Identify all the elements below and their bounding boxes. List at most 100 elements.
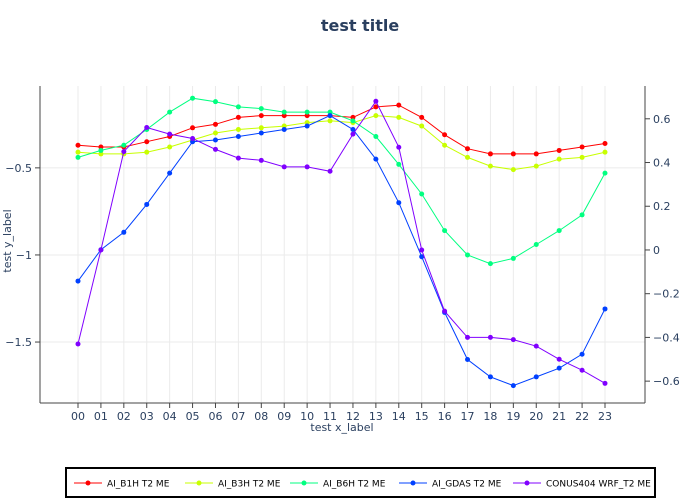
right-tick-label: 0.6 [653, 113, 671, 126]
right-tick-label: −0.4 [653, 331, 680, 344]
data-point [167, 170, 173, 176]
legend: AI_B1H T2 ME AI_B3H T2 ME AI_B6H T2 ME AI_G… [65, 467, 656, 498]
data-point [121, 149, 127, 155]
data-point [98, 247, 104, 253]
data-point [304, 120, 310, 126]
data-point [487, 163, 493, 169]
data-point [235, 127, 241, 133]
data-point [281, 123, 287, 129]
data-point [533, 151, 539, 157]
x-tick-label: 20 [529, 410, 543, 423]
data-point [442, 142, 448, 148]
chart-title: test title [321, 16, 400, 35]
series-3 [75, 113, 608, 389]
data-point [556, 356, 562, 362]
data-point [190, 135, 196, 141]
legend-marker [85, 480, 91, 486]
data-point [258, 113, 264, 119]
grid-lines [40, 86, 645, 403]
data-point [510, 337, 516, 343]
x-tick-label: 06 [208, 410, 222, 423]
legend-label: AI_B3H T2 ME [218, 480, 281, 490]
data-point [487, 374, 493, 380]
data-point [75, 278, 81, 284]
legend-label: AI_GDAS T2 ME [432, 480, 502, 490]
data-point [212, 130, 218, 136]
data-point [556, 228, 562, 234]
legend-marker [301, 480, 307, 486]
data-point [327, 109, 333, 115]
right-tick-label: 0 [653, 244, 660, 257]
data-point [396, 102, 402, 108]
data-point [602, 306, 608, 312]
data-point [281, 164, 287, 170]
data-point [167, 131, 173, 137]
data-point [510, 255, 516, 261]
left-tick-label: −1.5 [5, 336, 32, 349]
data-point [465, 146, 471, 152]
series-line [77, 104, 606, 155]
data-point [602, 170, 608, 176]
x-tick-label: 22 [575, 410, 589, 423]
data-point [419, 123, 425, 129]
data-point [465, 154, 471, 160]
legend-label: CONUS404 WRF_T2 ME [546, 480, 651, 490]
data-point [304, 113, 310, 119]
x-tick-label: 23 [598, 410, 612, 423]
data-point [533, 242, 539, 247]
data-point [510, 383, 516, 389]
data-point [281, 113, 287, 119]
data-point [121, 229, 127, 235]
series-4 [75, 98, 608, 386]
axes [35, 86, 650, 408]
data-point [258, 157, 264, 163]
data-point [98, 151, 104, 157]
data-point [167, 144, 173, 150]
data-point [144, 149, 150, 155]
right-tick-label: 0.4 [653, 157, 671, 170]
data-point [373, 98, 379, 104]
x-tick-label: 09 [277, 410, 291, 423]
data-point [556, 156, 562, 162]
data-point [602, 380, 608, 386]
data-point [258, 125, 264, 131]
data-point [396, 161, 402, 167]
data-point [442, 308, 448, 314]
data-point [602, 149, 608, 155]
series-line [77, 115, 606, 171]
data-point [167, 109, 173, 115]
data-point [75, 149, 81, 155]
data-point [144, 201, 150, 207]
series-2 [75, 95, 608, 267]
data-point [510, 167, 516, 173]
data-point [373, 104, 379, 110]
data-point [602, 140, 608, 146]
data-point [281, 109, 287, 115]
series-group [75, 95, 608, 389]
data-point [579, 212, 585, 218]
data-point [579, 144, 585, 150]
series-1 [75, 113, 608, 173]
x-tick-label: 00 [71, 410, 85, 423]
x-tick-label: 18 [483, 410, 497, 423]
data-point [396, 144, 402, 150]
data-point [98, 147, 104, 153]
x-tick-label: 07 [231, 410, 245, 423]
data-point [75, 142, 81, 148]
data-point [533, 163, 539, 169]
data-point [75, 341, 81, 347]
x-tick-label: 02 [117, 410, 131, 423]
legend-item: CONUS404 WRF_T2 ME [513, 480, 651, 490]
right-tick-label: −0.6 [653, 375, 680, 388]
data-point [121, 142, 127, 148]
legend-item: AI_B6H T2 ME [290, 480, 386, 490]
data-point [556, 147, 562, 153]
data-point [235, 104, 241, 110]
data-point [350, 118, 356, 124]
data-point [487, 334, 493, 340]
data-point [533, 374, 539, 380]
x-tick-label: 05 [186, 410, 200, 423]
data-point [190, 95, 196, 101]
legend-item: AI_B3H T2 ME [185, 480, 281, 490]
